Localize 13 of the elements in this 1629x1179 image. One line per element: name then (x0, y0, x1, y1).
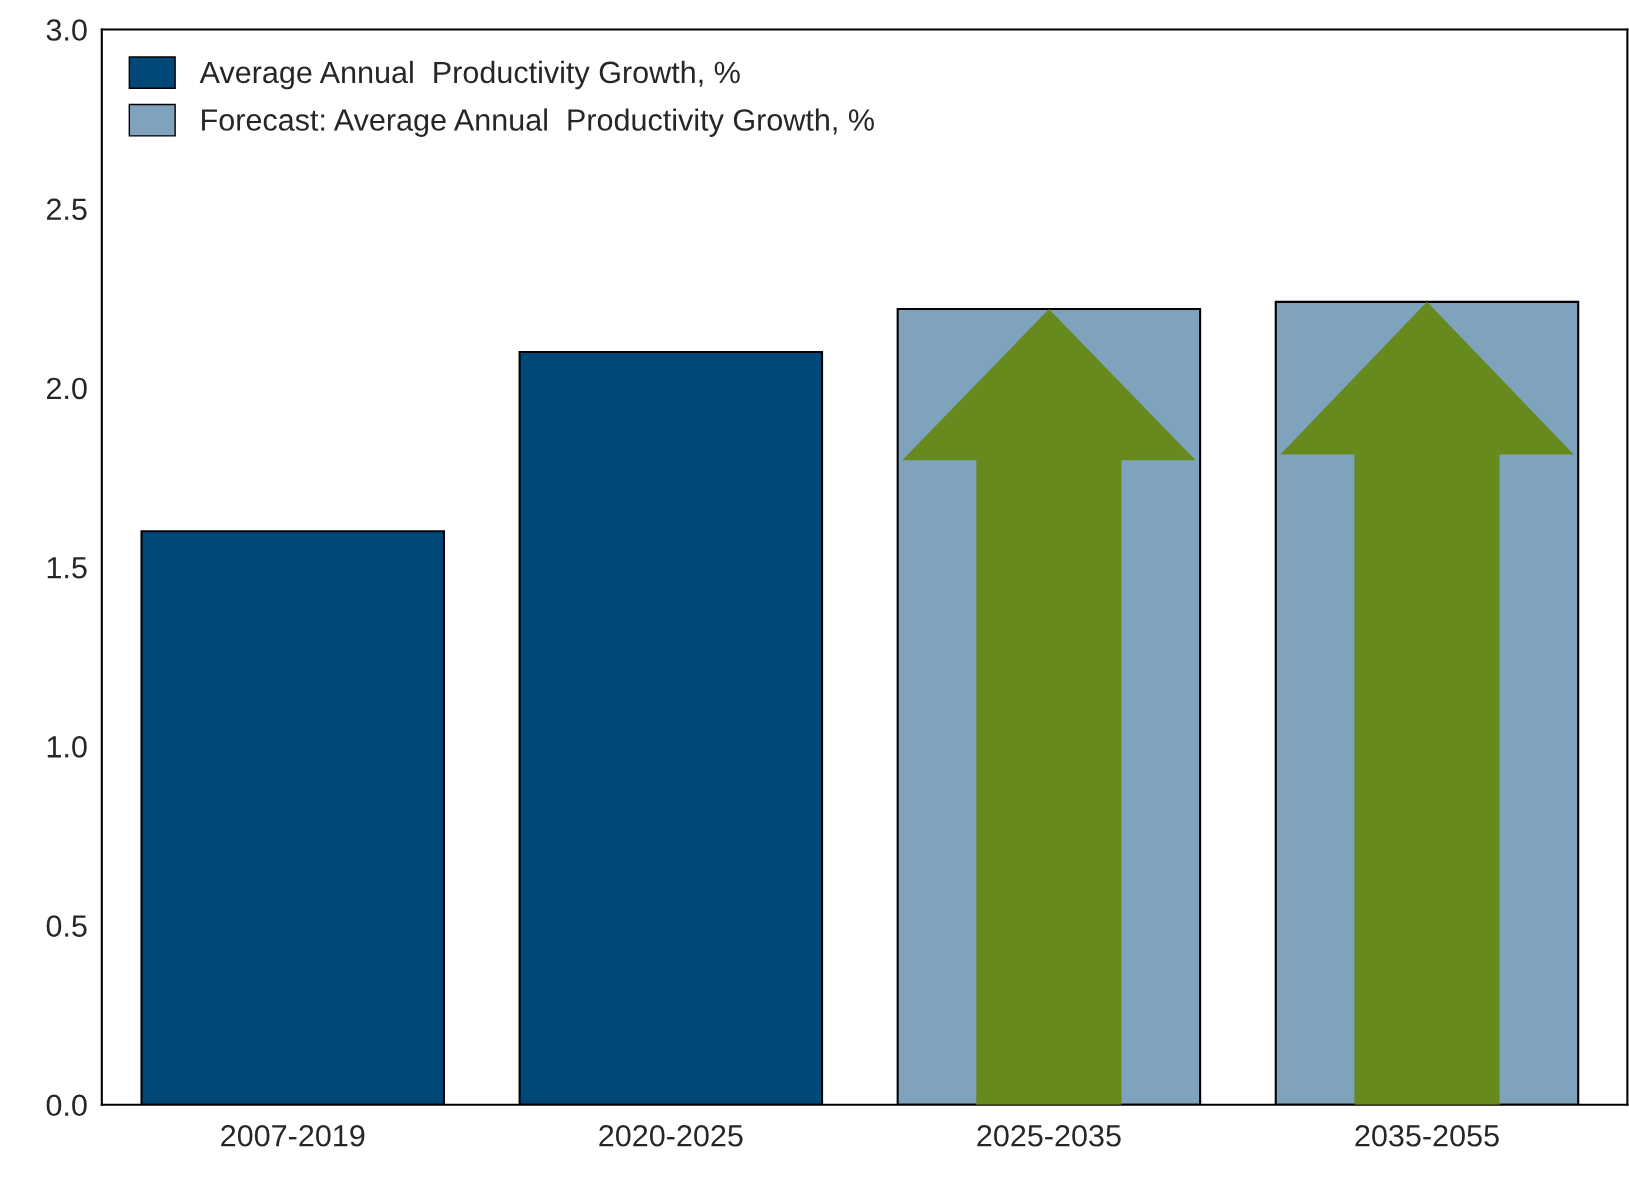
y-tick-label: 1.5 (47, 557, 87, 579)
text: 2.0 (46, 377, 87, 400)
y-tick-label: 2.5 (46, 198, 87, 221)
text: 1.0 (47, 736, 87, 758)
text: 0.0 (46, 1094, 87, 1117)
x-tick-label: 2007-2019 (221, 1124, 365, 1147)
legend-label: Average Annual Productivity Growth, % (199, 60, 740, 90)
x-tick-label: 2020-2025 (599, 1124, 743, 1147)
legend-label: Forecast: Average Annual Productivity Growth, % (202, 108, 874, 137)
text: 3.0 (46, 19, 87, 41)
x-tick-label: 2025-2035 (977, 1124, 1121, 1147)
x-tick-label: 2035-2055 (1355, 1124, 1499, 1147)
y-tick-label: 0.5 (46, 915, 87, 937)
